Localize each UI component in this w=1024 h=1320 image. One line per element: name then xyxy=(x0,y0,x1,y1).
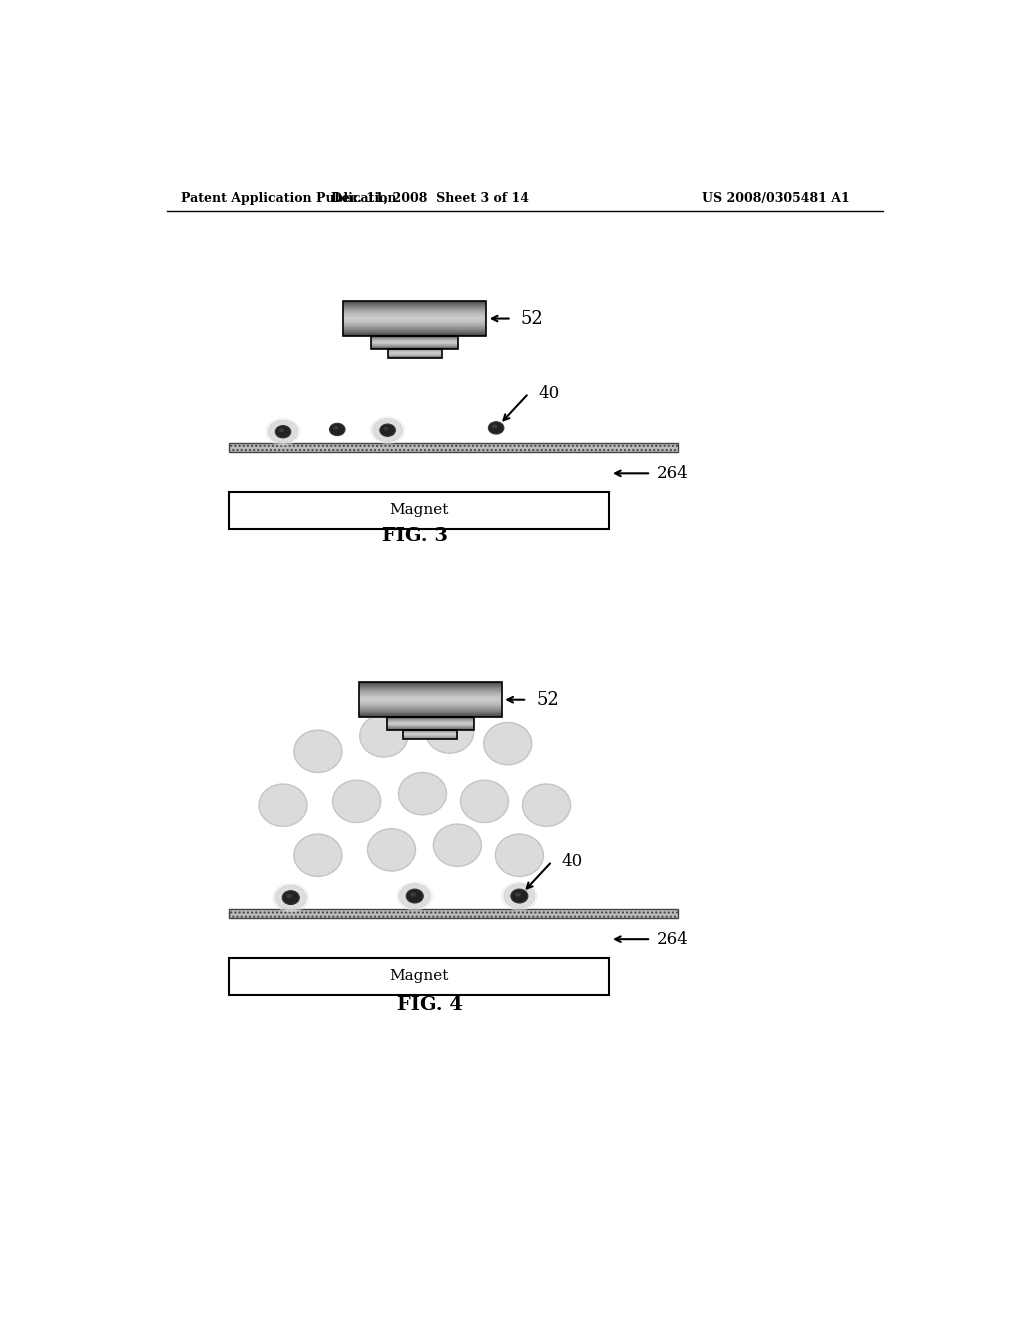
Ellipse shape xyxy=(515,892,521,896)
Bar xyxy=(228,909,678,917)
Ellipse shape xyxy=(411,892,416,896)
Ellipse shape xyxy=(368,829,416,871)
Ellipse shape xyxy=(492,425,498,428)
Ellipse shape xyxy=(483,722,531,764)
Text: Dec. 11, 2008  Sheet 3 of 14: Dec. 11, 2008 Sheet 3 of 14 xyxy=(331,191,529,205)
Ellipse shape xyxy=(294,730,342,772)
Text: 264: 264 xyxy=(656,465,688,482)
Ellipse shape xyxy=(370,416,406,444)
Bar xyxy=(343,301,486,337)
Bar xyxy=(228,958,608,995)
Ellipse shape xyxy=(461,780,509,822)
Ellipse shape xyxy=(330,424,345,436)
Bar xyxy=(228,444,678,451)
Bar xyxy=(388,348,442,358)
Ellipse shape xyxy=(373,418,402,442)
Bar xyxy=(358,682,502,718)
Text: FIG. 4: FIG. 4 xyxy=(397,997,463,1014)
Ellipse shape xyxy=(383,426,389,430)
Text: 52: 52 xyxy=(521,310,544,327)
Bar xyxy=(228,492,608,529)
Ellipse shape xyxy=(272,883,309,912)
Ellipse shape xyxy=(488,422,504,434)
Ellipse shape xyxy=(407,890,423,903)
Ellipse shape xyxy=(333,426,338,430)
Ellipse shape xyxy=(522,784,570,826)
Text: 40: 40 xyxy=(561,853,583,870)
Ellipse shape xyxy=(496,834,544,876)
Ellipse shape xyxy=(268,420,298,444)
Ellipse shape xyxy=(275,886,306,909)
Ellipse shape xyxy=(275,425,291,438)
Ellipse shape xyxy=(504,884,535,908)
Ellipse shape xyxy=(426,711,474,754)
Text: Patent Application Publication: Patent Application Publication xyxy=(180,191,396,205)
Bar xyxy=(387,718,474,730)
Text: 52: 52 xyxy=(537,690,559,709)
Text: 40: 40 xyxy=(538,384,559,401)
Ellipse shape xyxy=(396,882,433,911)
Ellipse shape xyxy=(433,824,481,866)
Text: Magnet: Magnet xyxy=(389,503,449,517)
Ellipse shape xyxy=(259,784,307,826)
Ellipse shape xyxy=(380,424,395,437)
Ellipse shape xyxy=(279,429,285,432)
Ellipse shape xyxy=(399,884,430,908)
Ellipse shape xyxy=(398,772,446,814)
Bar xyxy=(403,730,458,739)
Ellipse shape xyxy=(283,891,299,904)
Ellipse shape xyxy=(511,890,528,903)
Text: 264: 264 xyxy=(656,931,688,948)
Text: FIG. 3: FIG. 3 xyxy=(382,527,447,545)
Text: Magnet: Magnet xyxy=(389,969,449,983)
Bar xyxy=(372,337,458,348)
Ellipse shape xyxy=(287,894,292,898)
Ellipse shape xyxy=(501,882,538,911)
Ellipse shape xyxy=(359,714,408,758)
Ellipse shape xyxy=(294,834,342,876)
Text: US 2008/0305481 A1: US 2008/0305481 A1 xyxy=(701,191,849,205)
Ellipse shape xyxy=(333,780,381,822)
Ellipse shape xyxy=(265,418,301,446)
